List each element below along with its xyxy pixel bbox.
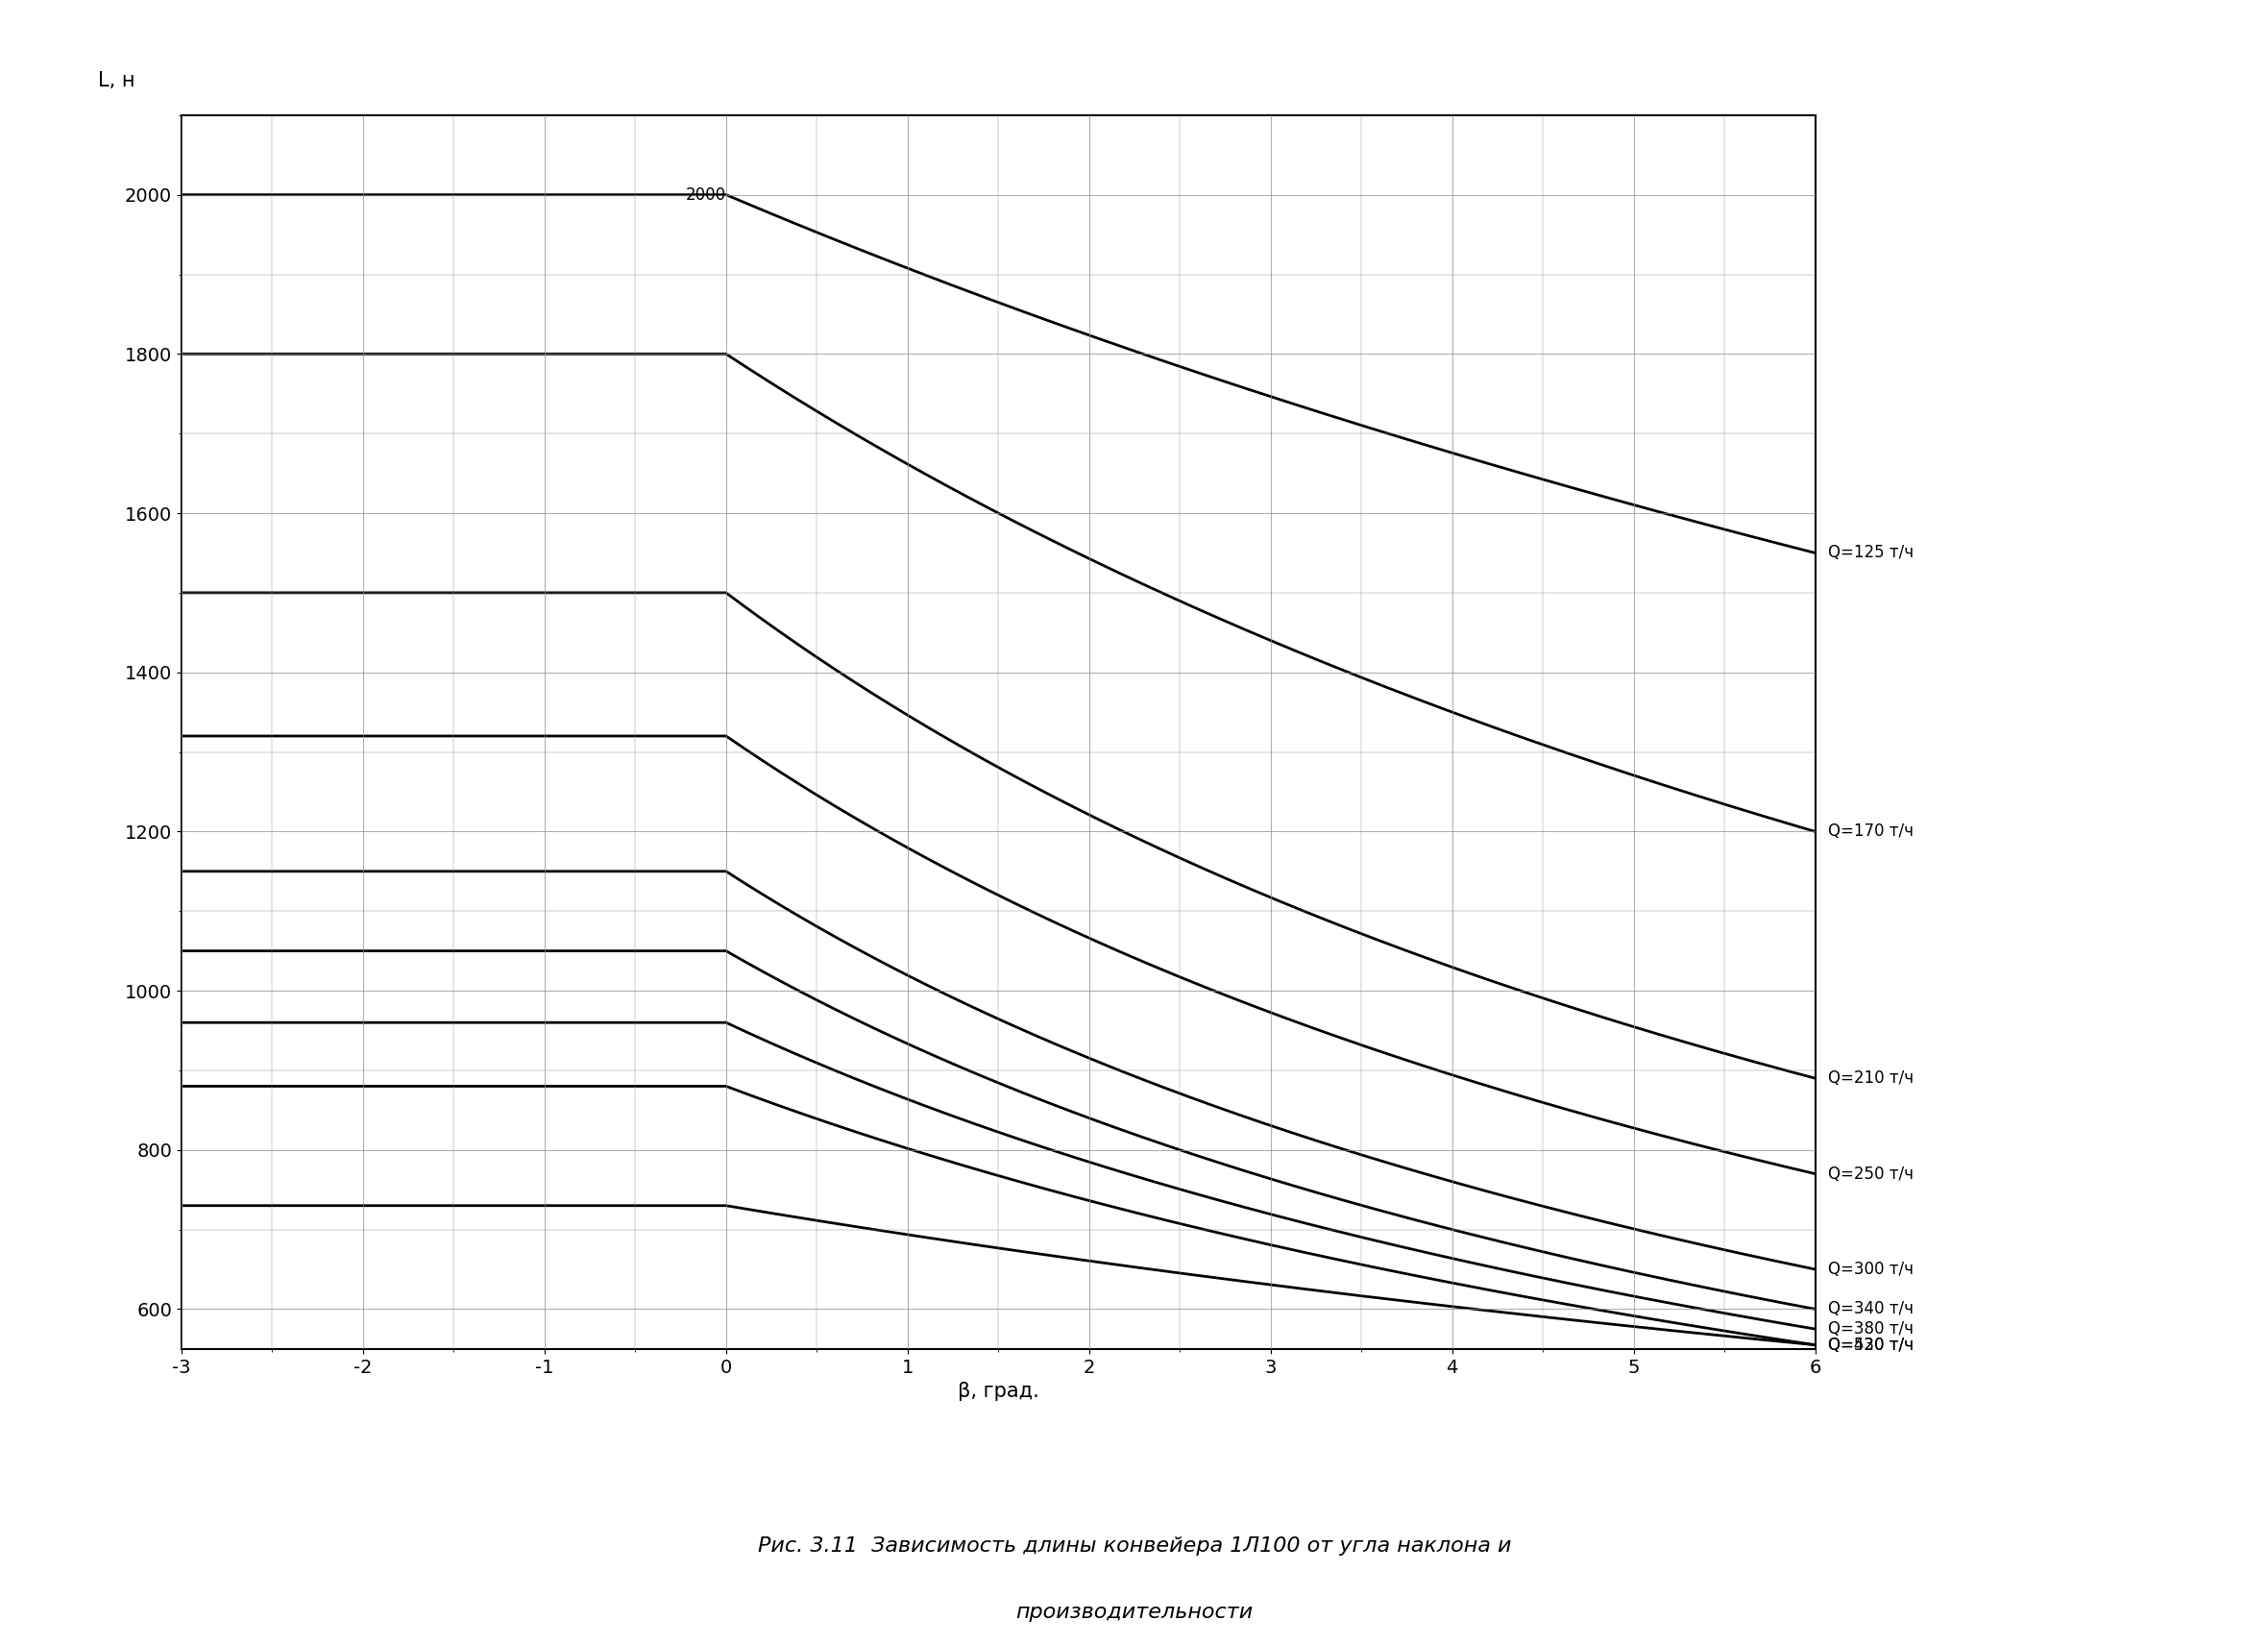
Text: Q=170 т/ч: Q=170 т/ч: [1828, 822, 1914, 841]
Text: Рис. 3.11  Зависимость длины конвейера 1Л100 от угла наклона и: Рис. 3.11 Зависимость длины конвейера 1Л…: [758, 1536, 1510, 1556]
Text: Q=380 т/ч: Q=380 т/ч: [1828, 1321, 1914, 1337]
Text: Q=250 т/ч: Q=250 т/ч: [1828, 1165, 1914, 1183]
Y-axis label: L, н: L, н: [98, 71, 134, 90]
Text: Q=125 т/ч: Q=125 т/ч: [1828, 544, 1914, 561]
Text: Q=420 т/ч: Q=420 т/ч: [1828, 1336, 1914, 1354]
Text: Q=340 т/ч: Q=340 т/ч: [1828, 1301, 1914, 1318]
Text: Q=300 т/ч: Q=300 т/ч: [1828, 1260, 1914, 1278]
Text: Q=530 т/ч: Q=530 т/ч: [1828, 1336, 1914, 1354]
Text: 2000: 2000: [685, 186, 726, 204]
X-axis label: β, град.: β, град.: [957, 1382, 1039, 1402]
Text: Q=210 т/ч: Q=210 т/ч: [1828, 1069, 1914, 1087]
Text: производительности: производительности: [1016, 1602, 1252, 1622]
